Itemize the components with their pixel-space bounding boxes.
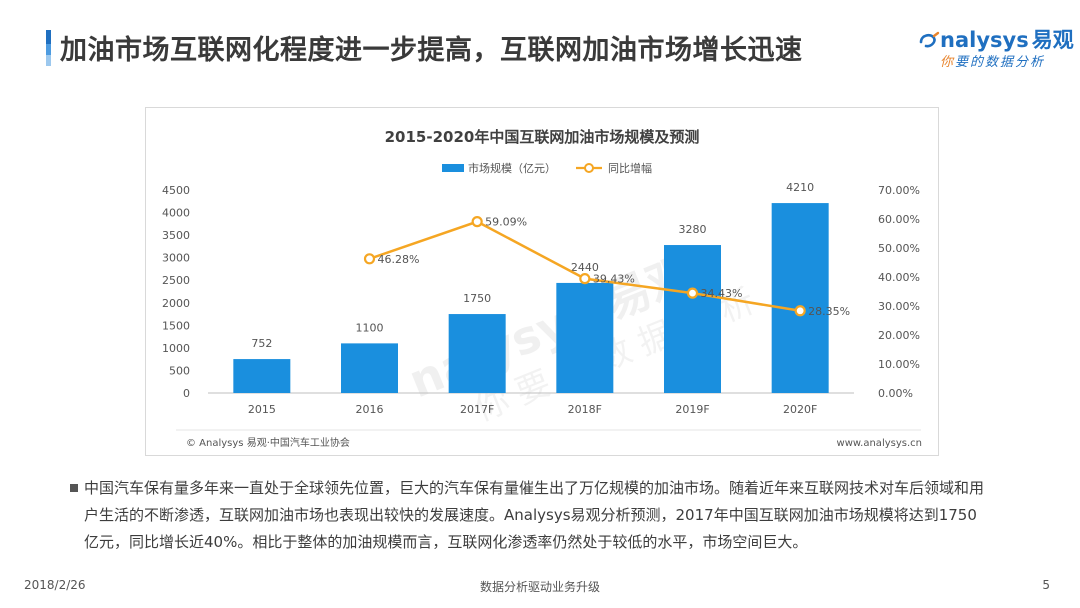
logo-tagline-rest: 要的数据分析 — [955, 55, 1046, 70]
legend-bar-label: 市场规模（亿元） — [468, 161, 556, 175]
y-right-tick-label: 10.00% — [878, 358, 920, 371]
x-tick-label: 2020F — [783, 403, 817, 416]
y-right-tick-label: 20.00% — [878, 329, 920, 342]
logo-swoosh-icon — [919, 31, 940, 48]
legend-line-label: 同比增幅 — [608, 161, 652, 175]
body-text: 中国汽车保有量多年来一直处于全球领先位置，巨大的汽车保有量催生出了万亿规模的加油… — [70, 475, 990, 556]
bar — [556, 282, 614, 393]
growth-point — [686, 287, 699, 299]
growth-value-label: 34.43% — [701, 287, 743, 300]
chart-source: © Analysys 易观·中国汽车工业协会 — [186, 436, 350, 449]
logo-wordmark: nalysys 易观 — [918, 24, 1074, 54]
y-left-tick-label: 500 — [169, 364, 190, 377]
x-tick-label: 2017F — [460, 403, 494, 416]
bar-value-label: 752 — [251, 337, 272, 350]
y-left-tick-label: 1500 — [162, 319, 190, 332]
y-right-tick-label: 30.00% — [878, 300, 920, 313]
bar-value-label: 1100 — [356, 321, 384, 334]
title-accent-segment — [46, 44, 51, 55]
y-left-tick-label: 3500 — [162, 229, 190, 242]
page-title: 加油市场互联网化程度进一步提高，互联网加油市场增长迅速 — [60, 35, 803, 66]
legend-line-marker — [584, 163, 594, 173]
combo-chart: nalysys 易观你要的数据分析2015-2020年中国互联网加油市场规模及预… — [162, 128, 922, 449]
footer-date: 2018/2/26 — [24, 578, 86, 592]
growth-value-label: 46.28% — [378, 253, 420, 266]
bullet-square-icon — [70, 484, 78, 492]
y-left-tick-label: 0 — [183, 387, 190, 400]
footer-slogan: 数据分析驱动业务升级 — [479, 580, 600, 594]
y-left-tick-label: 4500 — [162, 184, 190, 197]
bar-value-label: 2440 — [571, 261, 599, 274]
bar-value-label: 3280 — [679, 223, 707, 236]
page-number: 5 — [1042, 578, 1050, 592]
y-left-tick-label: 4000 — [162, 207, 190, 220]
bar — [233, 359, 291, 393]
x-tick-label: 2015 — [248, 403, 276, 416]
x-tick-label: 2018F — [568, 403, 602, 416]
logo-tagline-first: 你 — [940, 55, 956, 70]
bar — [448, 314, 506, 393]
growth-value-label: 28.35% — [808, 305, 850, 318]
growth-value-label: 59.09% — [485, 216, 527, 229]
growth-point — [794, 305, 806, 317]
y-right-tick-label: 70.00% — [878, 184, 920, 197]
logo-brand: nalysys — [940, 28, 1029, 52]
legend-bar-swatch — [442, 164, 464, 172]
bar-value-label: 4210 — [786, 181, 814, 194]
growth-point — [363, 253, 376, 265]
logo-brand-cn: 易观 — [1031, 28, 1074, 52]
y-left-tick-label: 3000 — [162, 252, 190, 265]
y-right-tick-label: 50.00% — [878, 242, 920, 255]
bar — [771, 203, 829, 393]
y-right-tick-label: 60.00% — [878, 213, 920, 226]
y-right-tick-label: 40.00% — [878, 271, 920, 284]
growth-point — [579, 273, 591, 285]
chart-website: www.analysys.cn — [837, 438, 922, 449]
growth-value-label: 39.43% — [593, 273, 635, 286]
analysys-logo: nalysys 易观 你要的数据分析 — [918, 24, 1074, 72]
bar — [664, 245, 721, 393]
bar-value-label: 1750 — [463, 292, 491, 305]
logo-tagline: 你要的数据分析 — [940, 51, 1045, 70]
chart-title: 2015-2020年中国互联网加油市场规模及预测 — [385, 128, 700, 146]
bar — [341, 343, 398, 393]
growth-point — [471, 216, 483, 228]
title-accent-bar — [46, 30, 51, 66]
y-left-tick-label: 2000 — [162, 297, 190, 310]
x-tick-label: 2016 — [356, 403, 384, 416]
chart-container: nalysys 易观 你要的数据分析 2015-2020年中国互联网加油市场规模及预… — [145, 107, 939, 456]
title-accent-segment — [46, 55, 51, 66]
title-accent-segment — [46, 30, 51, 44]
y-right-tick-label: 0.00% — [878, 387, 913, 400]
x-tick-label: 2019F — [675, 403, 709, 416]
y-left-tick-label: 1000 — [162, 342, 190, 355]
body-paragraph: 中国汽车保有量多年来一直处于全球领先位置，巨大的汽车保有量催生出了万亿规模的加油… — [84, 479, 985, 551]
y-left-tick-label: 2500 — [162, 274, 190, 287]
